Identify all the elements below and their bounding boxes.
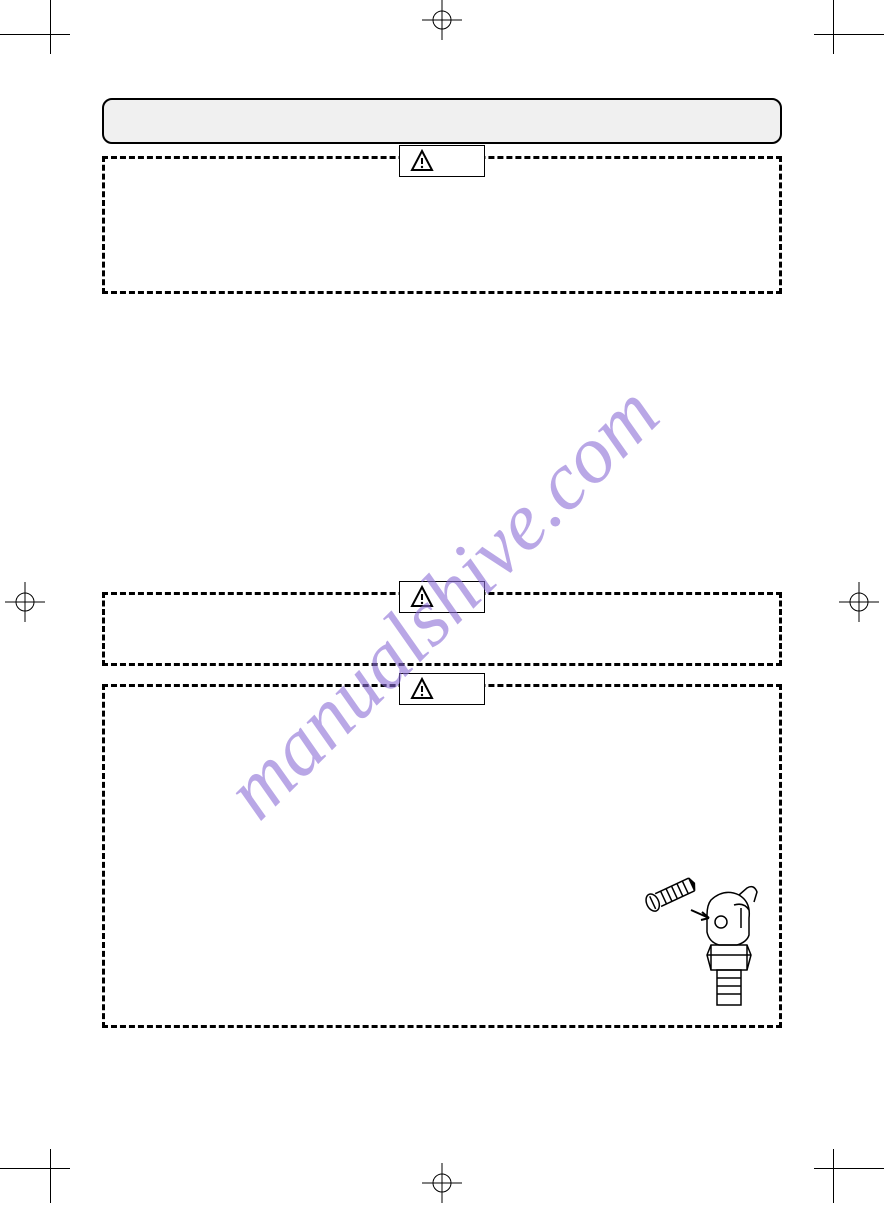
registration-mark-icon [422, 0, 462, 40]
valve-illustration-icon [639, 860, 769, 1010]
crop-mark [0, 1168, 50, 1169]
spacer [102, 312, 782, 592]
crop-mark [50, 1149, 70, 1169]
registration-mark-icon [5, 582, 45, 622]
registration-mark-icon [422, 1163, 462, 1203]
section-header [102, 98, 782, 144]
warning-triangle-icon [410, 585, 434, 609]
warning-triangle-icon [410, 677, 434, 701]
registration-mark-icon [839, 582, 879, 622]
crop-mark [50, 0, 51, 34]
warning-box [102, 156, 782, 294]
crop-mark [834, 34, 884, 35]
crop-mark [833, 1169, 834, 1203]
warning-box [102, 684, 782, 1028]
warning-label [399, 145, 485, 177]
crop-mark [0, 34, 50, 35]
crop-mark [814, 34, 834, 54]
warning-triangle-icon [410, 149, 434, 173]
crop-mark [833, 0, 834, 34]
crop-mark [834, 1168, 884, 1169]
warning-label [399, 673, 485, 705]
warning-label [399, 581, 485, 613]
crop-mark [50, 1169, 51, 1203]
page-content [102, 98, 782, 1046]
warning-box [102, 592, 782, 666]
crop-mark [814, 1149, 834, 1169]
crop-mark [50, 34, 70, 54]
